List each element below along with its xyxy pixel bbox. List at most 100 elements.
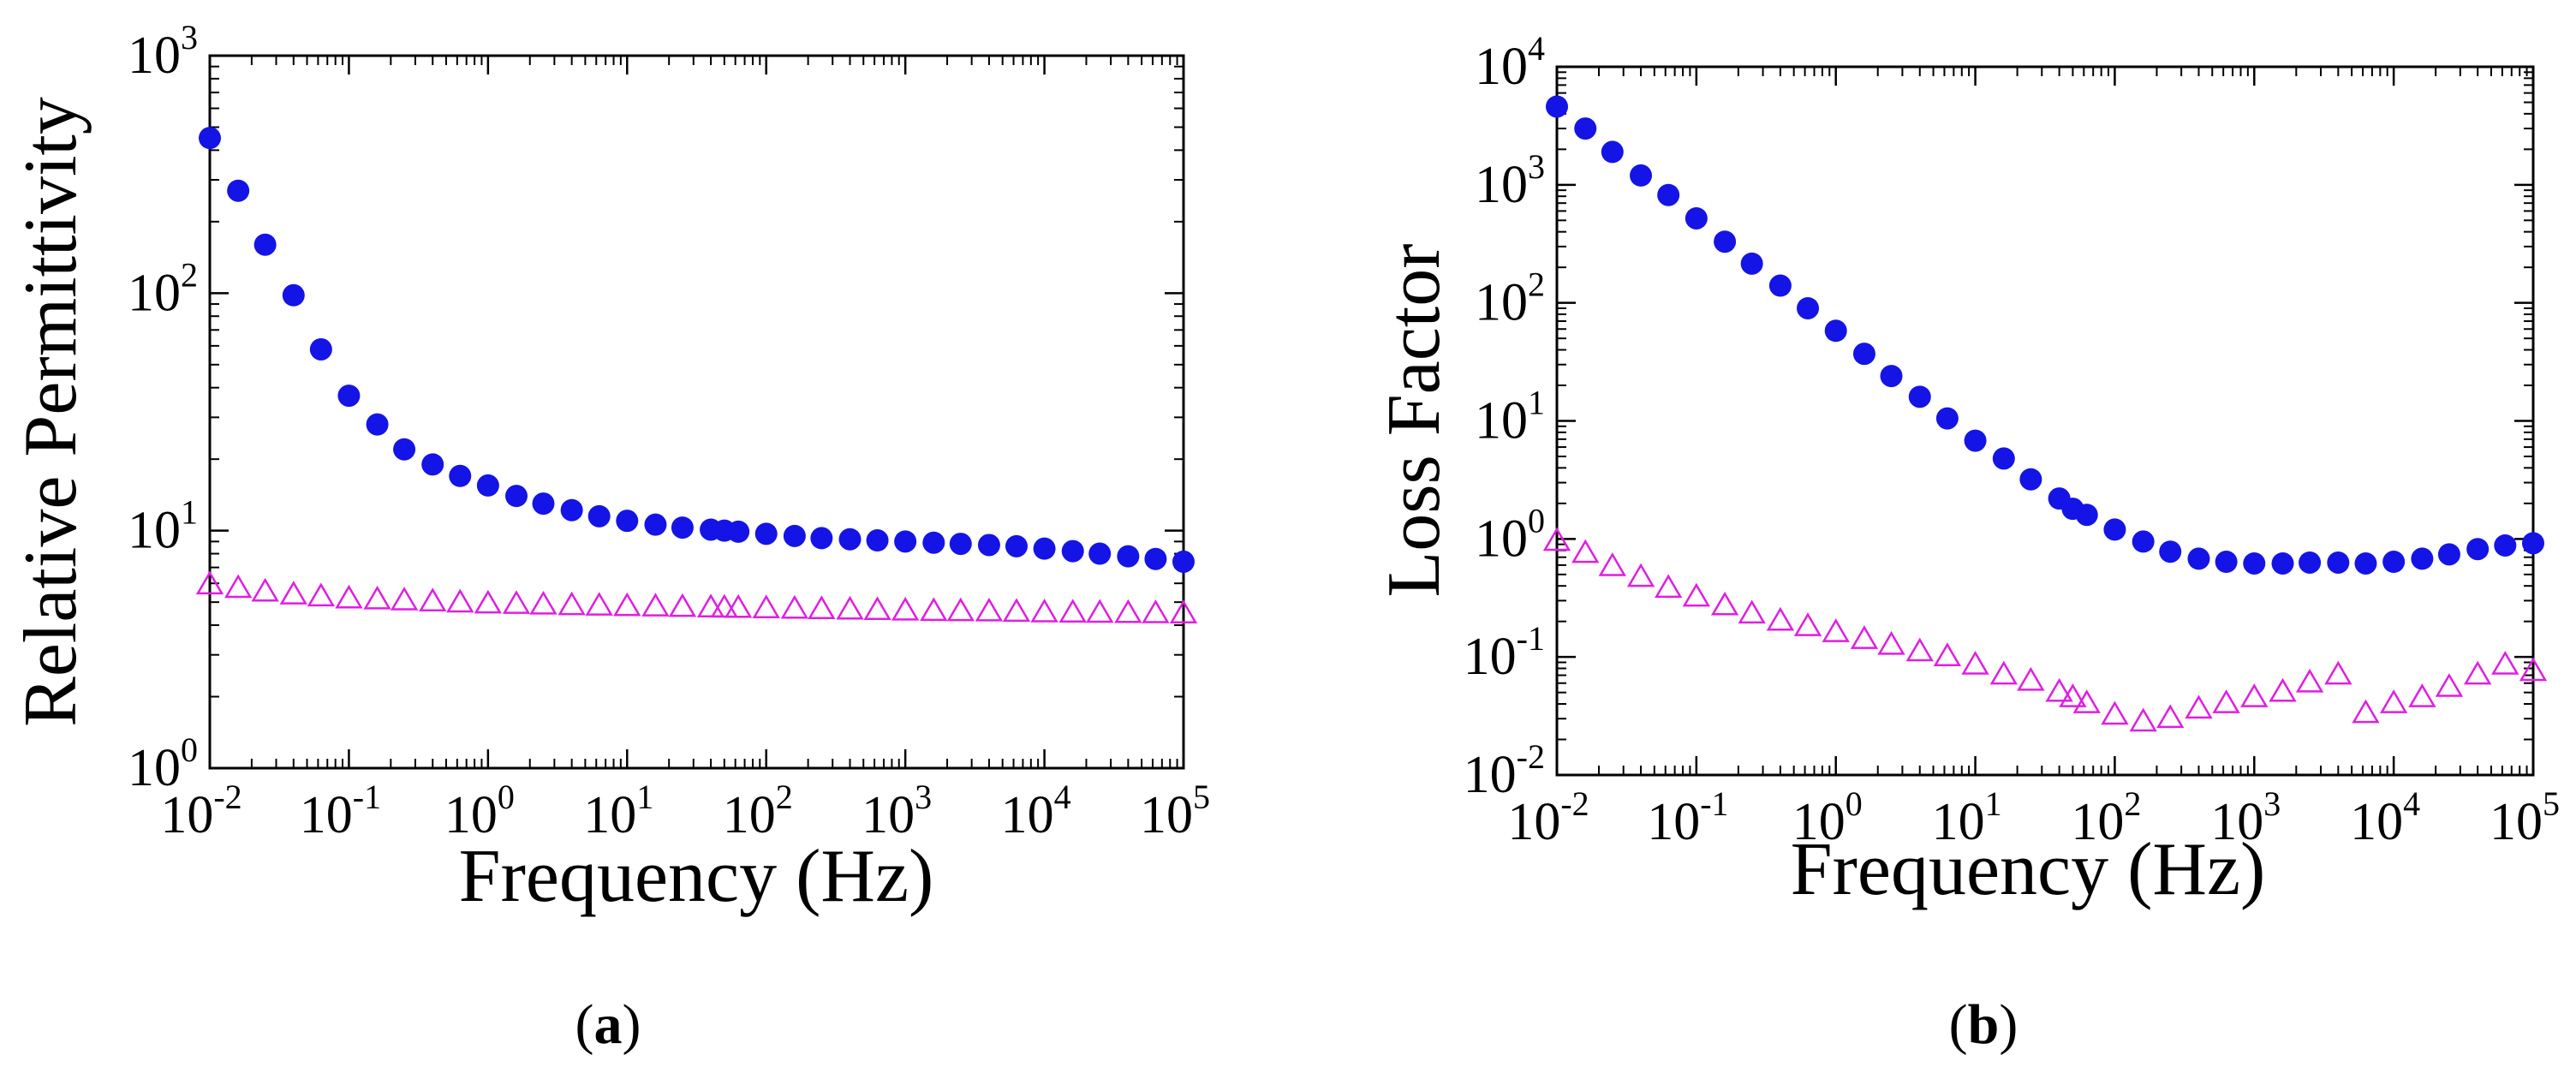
data-point-circle-b <box>1935 407 1959 430</box>
data-point-circle-a <box>337 385 361 408</box>
data-point-circle-a <box>366 413 389 436</box>
x-tick-label-b: 10-1 <box>1647 784 1728 851</box>
data-point-circle-a <box>1117 545 1140 568</box>
x-tick-label-b: 103 <box>2210 784 2281 851</box>
data-point-circle-b <box>2159 540 2182 563</box>
data-point-triangle-b <box>2101 700 2129 725</box>
x-tick-base: 10 <box>1507 793 1560 851</box>
data-point-triangle-a <box>863 596 891 621</box>
data-point-triangle-b <box>2408 683 2436 707</box>
data-point-triangle-a <box>1086 599 1114 623</box>
data-point-circle-b <box>2466 538 2490 561</box>
data-point-triangle-a <box>335 584 363 609</box>
y-tick-exponent: 1 <box>181 493 198 532</box>
data-point-circle-a <box>894 530 917 553</box>
x-tick-label-a: 10-1 <box>300 778 381 844</box>
data-point-triangle-b <box>2435 673 2464 697</box>
data-point-triangle-b <box>1710 591 1739 616</box>
data-point-circle-a <box>949 533 972 556</box>
x-tick-label-a: 101 <box>583 778 653 844</box>
panel-label-a-letter: a <box>594 993 623 1056</box>
x-tick-label-b: 102 <box>2071 784 2141 851</box>
data-point-circle-a <box>532 492 555 516</box>
data-point-triangle-b <box>1571 539 1600 563</box>
data-point-triangle-b <box>1598 552 1626 576</box>
data-point-triangle-a <box>474 589 503 614</box>
data-point-circle-a <box>754 522 778 545</box>
data-point-circle-b <box>2243 551 2266 575</box>
y-tick-exponent: 2 <box>181 255 198 294</box>
data-point-circle-a <box>505 485 528 508</box>
data-point-triangle-b <box>2212 689 2240 713</box>
data-point-triangle-a <box>975 597 1004 622</box>
panel-label-b: (b) <box>1949 993 2018 1056</box>
markers-a <box>195 127 1198 624</box>
data-point-circle-b <box>2494 534 2517 557</box>
y-tick-label-b: 102 <box>1475 265 1545 332</box>
x-tick-label-a: 103 <box>862 778 932 844</box>
data-point-triangle-b <box>2045 677 2073 702</box>
data-point-triangle-b <box>2379 689 2408 713</box>
data-point-circle-b <box>1546 95 1568 118</box>
x-tick-exponent: 1 <box>636 778 653 816</box>
data-point-triangle-a <box>279 581 307 605</box>
data-point-circle-b <box>2103 518 2126 541</box>
x-tick-label-a: 104 <box>1001 778 1071 844</box>
data-point-triangle-a <box>1114 599 1142 623</box>
data-point-circle-a <box>1172 550 1195 573</box>
x-tick-base: 10 <box>2350 793 2403 851</box>
y-axis-title-b: Loss Factor <box>1373 243 1456 597</box>
data-point-circle-a <box>1144 547 1167 570</box>
y-axis-title-a: Relative Permittivity <box>9 97 92 727</box>
x-tick-exponent: 4 <box>2403 784 2420 823</box>
data-point-circle-a <box>1033 537 1056 560</box>
x-tick-base: 10 <box>300 786 353 844</box>
data-point-triangle-a <box>363 585 391 610</box>
panel-label-a: (a) <box>575 993 641 1056</box>
y-tick-base: 10 <box>128 502 181 560</box>
data-point-triangle-a <box>613 592 641 617</box>
y-tick-base: 10 <box>128 264 181 322</box>
data-point-triangle-b <box>1626 563 1655 587</box>
data-point-circle-b <box>1685 206 1708 230</box>
data-point-circle-b <box>1601 140 1624 164</box>
data-point-circle-b <box>2382 551 2406 574</box>
data-point-circle-b <box>1657 183 1680 206</box>
data-point-circle-b <box>1740 252 1763 275</box>
x-tick-base: 10 <box>1647 793 1700 851</box>
data-point-triangle-b <box>2269 677 2297 702</box>
data-point-circle-a <box>1088 542 1112 565</box>
data-point-circle-a <box>227 179 250 202</box>
data-point-triangle-a <box>446 588 474 613</box>
data-point-circle-a <box>393 438 416 461</box>
data-point-circle-b <box>2354 551 2377 575</box>
data-point-circle-a <box>1061 540 1084 563</box>
y-tick-base: 10 <box>1475 156 1528 214</box>
x-tick-exponent: 2 <box>776 778 793 816</box>
data-point-triangle-b <box>2464 660 2492 685</box>
x-tick-label-a: 105 <box>1140 778 1210 844</box>
data-point-triangle-b <box>1542 527 1571 551</box>
data-point-circle-b <box>1797 296 1820 319</box>
tick-marks-a <box>208 54 1185 770</box>
y-tick-base: 10 <box>1464 746 1517 804</box>
y-tick-base: 10 <box>1475 510 1528 568</box>
data-point-circle-a <box>560 498 583 522</box>
data-point-triangle-b <box>2491 651 2519 675</box>
data-point-triangle-a <box>920 597 948 622</box>
data-point-triangle-a <box>946 597 975 622</box>
data-point-circle-a <box>421 453 444 476</box>
x-tick-exponent: 3 <box>2263 784 2281 823</box>
x-tick-exponent: 1 <box>1985 784 2002 823</box>
data-point-circle-a <box>671 516 694 540</box>
x-tick-exponent: -2 <box>213 778 242 816</box>
y-tick-base: 10 <box>1475 274 1528 332</box>
x-tick-exponent: -1 <box>1700 784 1728 823</box>
x-tick-label-b: 104 <box>2350 784 2420 851</box>
data-point-circle-a <box>838 528 862 551</box>
data-point-circle-a <box>282 283 305 307</box>
data-point-triangle-b <box>1961 651 1989 675</box>
markers-b <box>1542 95 2548 732</box>
x-tick-exponent: 0 <box>498 778 515 816</box>
